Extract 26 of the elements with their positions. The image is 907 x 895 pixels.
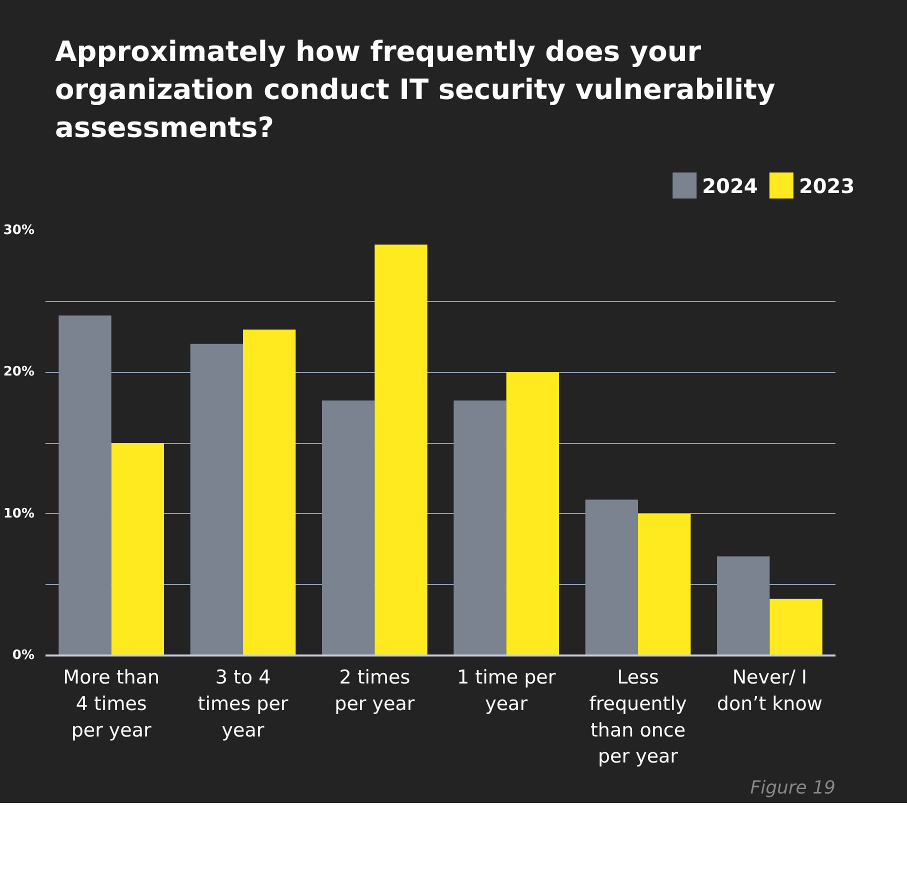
x-tick-label: 1 time per year — [457, 666, 556, 715]
bar — [243, 330, 296, 656]
bar — [111, 443, 164, 656]
y-tick-label: 0% — [12, 648, 35, 663]
x-tick-label: Never/ I don’t know — [716, 666, 822, 715]
bar — [638, 514, 691, 656]
bar — [374, 244, 428, 656]
bar — [585, 500, 638, 656]
x-tick-label: 3 to 4 times per year — [198, 666, 288, 742]
bar — [322, 400, 375, 656]
bar — [58, 316, 112, 656]
x-tick-label: 2 times per year — [334, 666, 415, 715]
bar — [717, 556, 770, 656]
caption: Figure 19 — [750, 778, 836, 798]
y-tick-label: 30% — [3, 223, 35, 238]
y-tick-label: 20% — [3, 364, 35, 380]
bar — [770, 598, 822, 656]
y-tick-label: 10% — [3, 506, 35, 522]
x-tick-label: Less frequently than once per year — [589, 666, 687, 768]
bar — [506, 372, 559, 656]
x-tick-label: More than 4 times per year — [63, 666, 160, 742]
bar — [190, 344, 243, 656]
legend-label: 2023 — [798, 174, 855, 198]
chart-title: Approximately how frequently does your organization conduct IT security vulnerability assessments? — [55, 34, 776, 146]
bar — [454, 400, 506, 656]
legend-label: 2024 — [702, 174, 758, 198]
